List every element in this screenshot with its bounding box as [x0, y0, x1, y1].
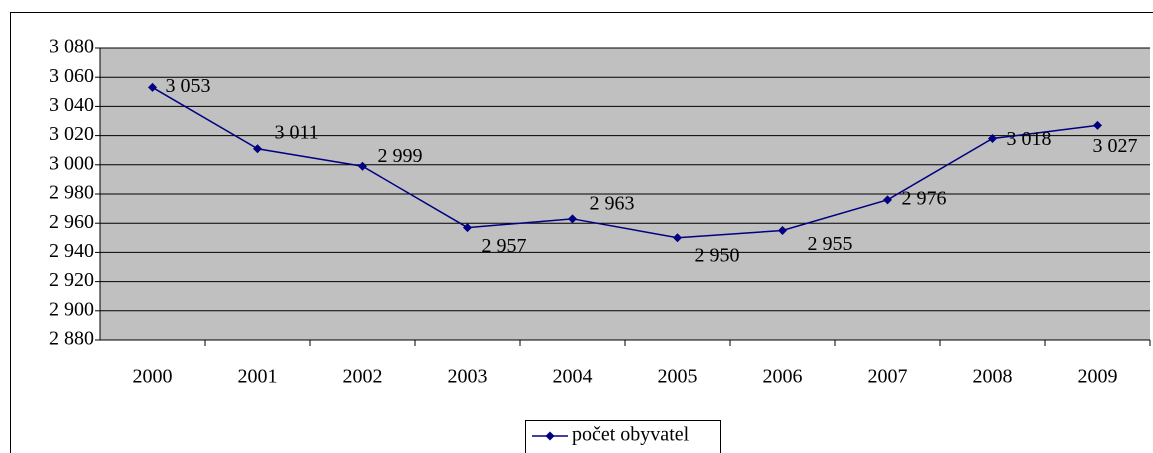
- data-point: [148, 82, 157, 92]
- x-tick-label: 2001: [238, 366, 278, 388]
- y-tick-label: 2 920: [49, 269, 94, 291]
- y-tick-label: 3 040: [49, 94, 94, 116]
- legend-marker: [545, 431, 555, 441]
- data-label: 3 011: [275, 121, 319, 143]
- data-point: [988, 134, 997, 144]
- x-tick-label: 2000: [133, 366, 173, 388]
- x-tick-label: 2002: [343, 366, 383, 388]
- y-tick-label: 3 080: [49, 36, 94, 58]
- data-label: 2 963: [590, 192, 635, 214]
- y-tick-label: 2 880: [49, 328, 94, 350]
- y-tick-label: 3 060: [49, 65, 94, 87]
- y-tick-label: 2 980: [49, 182, 94, 204]
- x-tick-label: 2007: [868, 366, 908, 388]
- legend-label: počet obyvatel: [572, 424, 690, 446]
- x-tick-label: 2008: [973, 366, 1013, 388]
- data-line: [152, 86, 1098, 239]
- y-tick-label: 3 020: [49, 123, 94, 145]
- x-tick-label: 2003: [448, 366, 488, 388]
- y-tick-label: 2 940: [49, 240, 94, 262]
- x-tick-label: 2006: [763, 366, 803, 388]
- data-point: [778, 226, 787, 235]
- x-tick-label: 2005: [658, 366, 698, 388]
- data-point: [358, 161, 367, 171]
- x-tick-label: 2004: [553, 366, 593, 388]
- data-point: [463, 223, 472, 233]
- data-label: 2 955: [808, 233, 853, 255]
- data-label: 2 957: [482, 235, 527, 257]
- data-label: 3 018: [1007, 128, 1052, 150]
- data-label: 2 950: [695, 244, 740, 266]
- data-point: [568, 214, 577, 224]
- y-tick-label: 3 000: [49, 152, 94, 174]
- data-point: [253, 144, 262, 154]
- data-label: 3 053: [166, 75, 211, 97]
- data-label: 3 027: [1093, 135, 1138, 157]
- x-tick-label: 2009: [1078, 366, 1118, 388]
- data-point: [883, 195, 892, 205]
- chart-border: [10, 12, 1153, 453]
- legend-box: [525, 420, 721, 453]
- data-label: 2 976: [902, 187, 947, 209]
- y-tick-label: 2 900: [49, 298, 94, 320]
- data-point: [673, 233, 682, 243]
- data-label: 2 999: [378, 145, 423, 167]
- data-point: [1093, 120, 1102, 130]
- y-tick-label: 2 960: [49, 211, 94, 233]
